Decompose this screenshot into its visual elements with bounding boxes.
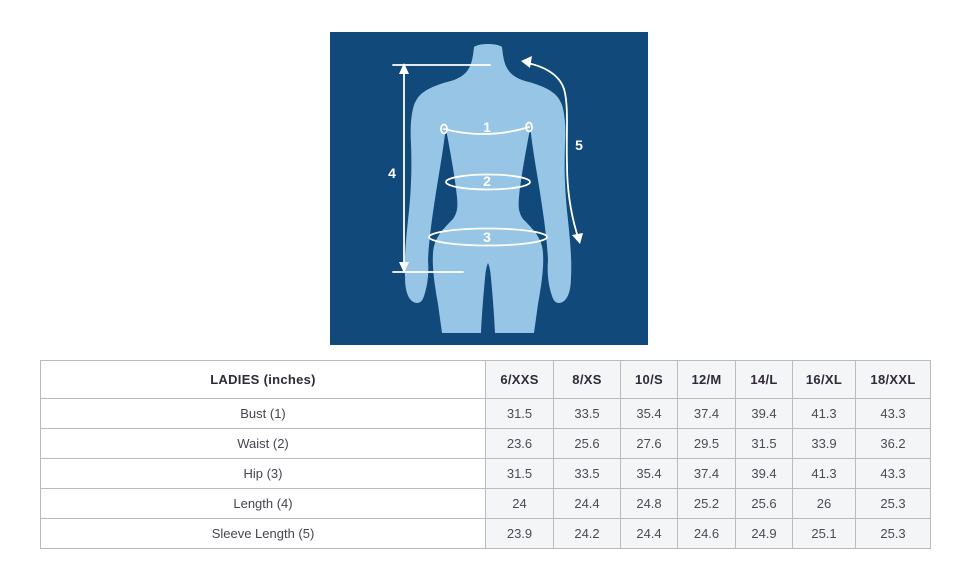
sleeve-arrowhead-start [521,56,532,68]
marker-5-label: 5 [575,137,583,153]
size-column-header-8xs: 8/XS [553,360,621,399]
size-value-cell: 25.3 [855,488,931,519]
size-value-cell: 25.6 [735,488,793,519]
size-value-cell: 25.1 [792,518,856,549]
table-row-waist: Waist (2) 23.6 25.6 27.6 29.5 31.5 33.9 … [40,428,931,459]
size-value-cell: 41.3 [792,458,856,489]
table-row-bust: Bust (1) 31.5 33.5 35.4 37.4 39.4 41.3 4… [40,398,931,429]
table-corner-header: LADIES (inches) [40,360,486,399]
size-value-cell: 35.4 [620,398,678,429]
measurement-diagram-svg: 1 2 3 4 5 [330,32,648,345]
size-column-header-18xxl: 18/XXL [855,360,931,399]
size-value-cell: 33.5 [553,458,621,489]
size-value-cell: 23.6 [485,428,554,459]
size-value-cell: 37.4 [677,398,736,429]
size-value-cell: 24 [485,488,554,519]
table-row-length: Length (4) 24 24.4 24.8 25.2 25.6 26 25.… [40,488,931,519]
marker-1-label: 1 [483,119,491,135]
size-value-cell: 29.5 [677,428,736,459]
size-column-header-10s: 10/S [620,360,678,399]
size-value-cell: 37.4 [677,458,736,489]
marker-labels: 1 2 3 4 5 [388,119,583,245]
size-value-cell: 35.4 [620,458,678,489]
size-value-cell: 23.9 [485,518,554,549]
row-label: Waist (2) [40,428,486,459]
row-label: Sleeve Length (5) [40,518,486,549]
measurement-lines [392,56,583,273]
size-header-row: LADIES (inches) 6/XXS 8/XS 10/S 12/M 14/… [40,360,931,399]
size-value-cell: 31.5 [485,458,554,489]
sleeve-arrowhead-end [572,233,583,244]
measurement-diagram: 1 2 3 4 5 [330,32,648,345]
right-arm-shape [528,82,572,304]
size-value-cell: 39.4 [735,398,793,429]
size-value-cell: 26 [792,488,856,519]
waist-measure-ellipse [445,173,531,191]
size-value-cell: 43.3 [855,458,931,489]
size-value-cell: 33.5 [553,398,621,429]
size-value-cell: 24.4 [620,518,678,549]
marker-3-label: 3 [483,229,491,245]
size-chart-table: LADIES (inches) 6/XXS 8/XS 10/S 12/M 14/… [40,360,931,549]
size-value-cell: 25.2 [677,488,736,519]
left-arm-shape [404,82,448,304]
length-arrowhead-down [399,262,409,273]
row-label: Hip (3) [40,458,486,489]
size-value-cell: 43.3 [855,398,931,429]
size-value-cell: 24.6 [677,518,736,549]
row-label: Bust (1) [40,398,486,429]
bust-loop-left [440,123,448,135]
table-row-sleeve-length: Sleeve Length (5) 23.9 24.2 24.4 24.6 24… [40,518,931,549]
size-value-cell: 24.8 [620,488,678,519]
row-label: Length (4) [40,488,486,519]
table-row-hip: Hip (3) 31.5 33.5 35.4 37.4 39.4 41.3 43… [40,458,931,489]
size-value-cell: 24.9 [735,518,793,549]
torso-shape [413,44,563,333]
bust-measure-line [443,126,530,135]
sleeve-arrow-line [526,62,578,235]
size-value-cell: 27.6 [620,428,678,459]
size-column-header-16xl: 16/XL [792,360,856,399]
length-arrowhead-up [399,63,409,74]
size-value-cell: 31.5 [485,398,554,429]
size-column-header-12m: 12/M [677,360,736,399]
size-value-cell: 31.5 [735,428,793,459]
marker-4-label: 4 [388,165,396,181]
size-value-cell: 33.9 [792,428,856,459]
size-value-cell: 39.4 [735,458,793,489]
body-silhouette-illustration [404,44,572,333]
size-column-header-14l: 14/L [735,360,793,399]
size-value-cell: 41.3 [792,398,856,429]
size-column-header-6xxs: 6/XXS [485,360,554,399]
size-value-cell: 24.2 [553,518,621,549]
marker-2-label: 2 [483,173,491,189]
size-value-cell: 36.2 [855,428,931,459]
size-value-cell: 25.3 [855,518,931,549]
size-value-cell: 24.4 [553,488,621,519]
bust-loop-right [525,121,533,133]
hip-measure-ellipse [428,227,548,247]
size-value-cell: 25.6 [553,428,621,459]
